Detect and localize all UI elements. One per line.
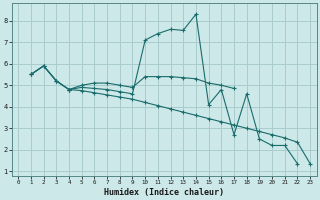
X-axis label: Humidex (Indice chaleur): Humidex (Indice chaleur) [104, 188, 224, 197]
